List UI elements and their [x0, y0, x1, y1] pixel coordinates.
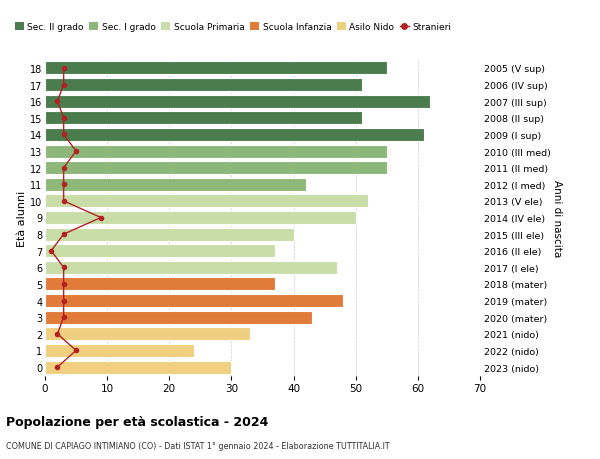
Bar — [45, 162, 387, 175]
Bar — [45, 62, 387, 75]
Point — [71, 347, 81, 354]
Point — [59, 264, 68, 271]
Bar — [45, 361, 232, 374]
Bar — [45, 212, 356, 224]
Point — [71, 148, 81, 155]
Point — [53, 98, 62, 106]
Point — [59, 82, 68, 89]
Point — [59, 231, 68, 238]
Point — [53, 364, 62, 371]
Point — [59, 281, 68, 288]
Point — [59, 65, 68, 73]
Text: COMUNE DI CAPIAGO INTIMIANO (CO) - Dati ISTAT 1° gennaio 2024 - Elaborazione TUT: COMUNE DI CAPIAGO INTIMIANO (CO) - Dati … — [6, 441, 389, 450]
Bar — [45, 129, 424, 141]
Bar — [45, 295, 343, 308]
Point — [59, 181, 68, 189]
Bar — [45, 245, 275, 257]
Bar — [45, 95, 430, 108]
Point — [59, 131, 68, 139]
Point — [59, 297, 68, 305]
Bar — [45, 112, 362, 125]
Point — [96, 214, 106, 222]
Point — [59, 165, 68, 172]
Legend: Sec. II grado, Sec. I grado, Scuola Primaria, Scuola Infanzia, Asilo Nido, Stran: Sec. II grado, Sec. I grado, Scuola Prim… — [15, 23, 452, 32]
Bar — [45, 179, 306, 191]
Y-axis label: Età alunni: Età alunni — [17, 190, 27, 246]
Point — [53, 330, 62, 338]
Text: Popolazione per età scolastica - 2024: Popolazione per età scolastica - 2024 — [6, 415, 268, 428]
Bar — [45, 79, 362, 92]
Bar — [45, 311, 312, 324]
Point — [59, 314, 68, 321]
Bar — [45, 278, 275, 291]
Bar — [45, 344, 194, 357]
Bar — [45, 145, 387, 158]
Bar — [45, 328, 250, 341]
Y-axis label: Anni di nascita: Anni di nascita — [552, 179, 562, 257]
Point — [59, 198, 68, 205]
Bar — [45, 195, 368, 208]
Point — [46, 247, 56, 255]
Bar — [45, 228, 293, 241]
Bar — [45, 261, 337, 274]
Point — [59, 115, 68, 122]
